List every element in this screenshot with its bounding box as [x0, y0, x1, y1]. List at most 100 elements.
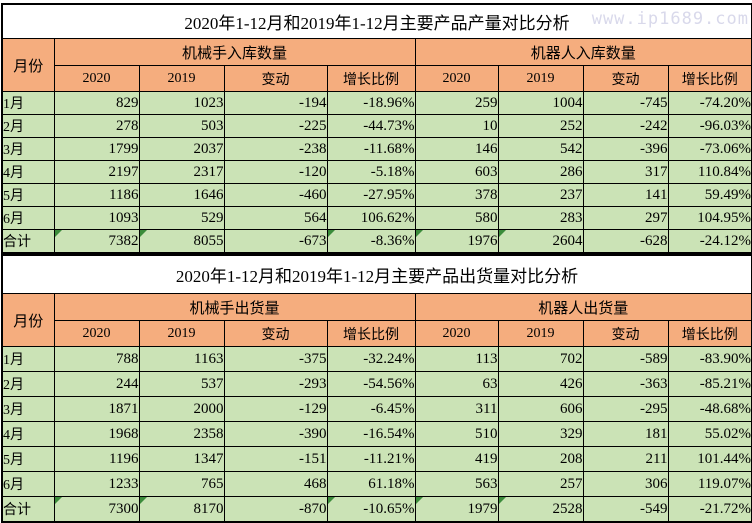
cell-value: 146 [475, 140, 498, 157]
value-cell-right-2020: 419 [414, 446, 499, 472]
value-cell-right-2019: 606 [497, 396, 584, 422]
cell-value: 529 [201, 209, 224, 226]
value-cell-right-growth: -21.72% [667, 496, 752, 523]
table-row: 5月 1186 1646 -460 -27.95% 378 237 141 59.49% [1, 183, 752, 207]
value-cell-right-growth: 119.07% [667, 471, 752, 497]
value-cell-left-2019: 503 [138, 114, 225, 138]
subheader-growth: 增长比例 [326, 65, 416, 92]
value-cell-left-change: -238 [223, 137, 328, 161]
month-column-header: 月份 [1, 293, 55, 347]
cell-value: 7382 [108, 232, 139, 249]
cell-value: 311 [475, 400, 498, 417]
cell-value: 1023 [193, 94, 224, 111]
month-cell: 6月 [1, 471, 55, 497]
subheader-change: 变动 [582, 65, 669, 92]
cell-value: 113 [475, 350, 498, 367]
cell-value: -225 [299, 117, 327, 134]
value-cell-left-change: -194 [223, 91, 328, 115]
cell-value: 286 [560, 163, 583, 180]
cell-value: -589 [640, 350, 668, 367]
cell-value: 211 [645, 450, 668, 467]
value-cell-left-2019: 2000 [138, 396, 225, 422]
value-cell-right-2020: 580 [414, 206, 499, 230]
cell-value: 317 [645, 163, 668, 180]
cell-value: 2528 [552, 500, 583, 517]
group-header-manipulator-inbound: 机械手入库数量 [53, 38, 416, 66]
cell-value: 1186 [109, 186, 139, 203]
month-label: 1月 [3, 97, 24, 112]
cell-value: 503 [201, 117, 224, 134]
month-cell: 1月 [1, 91, 55, 115]
subheader-2019: 2019 [497, 65, 584, 92]
cell-value: -27.95% [363, 186, 415, 203]
value-cell-right-growth: 110.84% [667, 160, 752, 184]
month-label: 3月 [3, 403, 24, 418]
value-cell-right-change: -745 [582, 91, 669, 115]
cell-value: 257 [560, 475, 583, 492]
value-cell-left-2020: 1968 [53, 421, 140, 447]
value-cell-right-change: -242 [582, 114, 669, 138]
cell-value: -151 [299, 450, 327, 467]
cell-value: 829 [116, 94, 139, 111]
cell-flag-triangle-icon [140, 497, 147, 504]
value-cell-right-2020: 259 [414, 91, 499, 115]
cell-value: -870 [299, 500, 327, 517]
table-title: 2020年1-12月和2019年1-12月主要产品出货量对比分析 [1, 254, 752, 294]
value-cell-left-2019: 1163 [138, 346, 225, 372]
cell-value: 378 [475, 186, 498, 203]
value-cell-left-growth: -44.73% [326, 114, 416, 138]
value-cell-right-growth: 101.44% [667, 446, 752, 472]
cell-value: 141 [645, 186, 668, 203]
value-cell-left-change: -293 [223, 371, 328, 397]
value-cell-left-growth: -27.95% [326, 183, 416, 207]
subheader-change: 变动 [223, 320, 328, 347]
cell-value: 2197 [108, 163, 139, 180]
value-cell-right-growth: -24.12% [667, 229, 752, 254]
cell-value: -21.72% [699, 500, 752, 517]
value-cell-right-2020: 63 [414, 371, 499, 397]
cell-value: 1979 [467, 500, 498, 517]
cell-value: 419 [475, 450, 498, 467]
value-cell-left-growth: -54.56% [326, 371, 416, 397]
month-cell: 合计 [1, 496, 55, 523]
value-cell-left-2020: 1799 [53, 137, 140, 161]
value-cell-left-2019: 529 [138, 206, 225, 230]
cell-value: -745 [640, 94, 668, 111]
cell-value: -16.54% [363, 425, 415, 442]
value-cell-left-change: -151 [223, 446, 328, 472]
cell-value: -96.03% [699, 117, 752, 134]
value-cell-left-2020: 244 [53, 371, 140, 397]
value-cell-left-2020: 1871 [53, 396, 140, 422]
production-comparison-table: 2020年1-12月和2019年1-12月主要产品产量对比分析 月份 机械手入库… [1, 3, 752, 254]
value-cell-right-change: -549 [582, 496, 669, 523]
cell-flag-triangle-icon [55, 230, 62, 237]
month-cell: 1月 [1, 346, 55, 372]
value-cell-left-growth: 106.62% [326, 206, 416, 230]
value-cell-left-2020: 788 [53, 346, 140, 372]
value-cell-right-2020: 563 [414, 471, 499, 497]
cell-value: -238 [299, 140, 327, 157]
value-cell-left-2019: 1347 [138, 446, 225, 472]
cell-value: 329 [560, 425, 583, 442]
value-cell-right-2020: 10 [414, 114, 499, 138]
month-cell: 6月 [1, 206, 55, 230]
cell-flag-triangle-icon [416, 497, 423, 504]
value-cell-right-2020: 603 [414, 160, 499, 184]
cell-value: 1233 [108, 475, 139, 492]
cell-value: 104.95% [697, 209, 752, 226]
table-row: 6月 1093 529 564 106.62% 580 283 297 104.95% [1, 206, 752, 230]
cell-value: 468 [304, 475, 327, 492]
cell-value: 259 [475, 94, 498, 111]
value-cell-left-2020: 829 [53, 91, 140, 115]
table-row-total: 合计 7300 8170 -870 -10.65% 1979 2528 -549 -21.72% [1, 496, 752, 523]
table-row: 4月 1968 2358 -390 -16.54% 510 329 181 55.02% [1, 421, 752, 447]
month-label: 1月 [3, 353, 24, 368]
value-cell-left-growth: -10.65% [326, 496, 416, 523]
month-cell: 4月 [1, 160, 55, 184]
value-cell-right-growth: 55.02% [667, 421, 752, 447]
value-cell-left-growth: -32.24% [326, 346, 416, 372]
value-cell-right-growth: 104.95% [667, 206, 752, 230]
cell-flag-triangle-icon [499, 497, 506, 504]
cell-value: 2358 [193, 425, 224, 442]
table-row: 6月 1233 765 468 61.18% 563 257 306 119.07% [1, 471, 752, 497]
